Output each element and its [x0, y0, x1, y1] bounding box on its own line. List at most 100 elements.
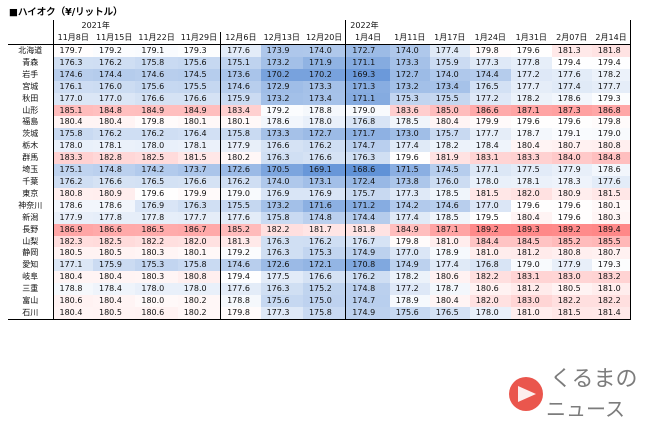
- price-cell: 176.4: [177, 128, 221, 141]
- table-row: 青森 176.3 176.2 175.8 175.6 175.1 173.2 171.9 171…: [8, 56, 632, 69]
- price-cell: 179.2: [93, 44, 136, 57]
- prefecture-name: 北海道: [18, 46, 43, 55]
- price-cell: 179.0: [591, 128, 632, 141]
- prefecture-name: 秋田: [22, 93, 39, 103]
- date-header: 12月13日: [260, 32, 303, 45]
- price-cell: 180.4: [93, 295, 136, 307]
- price-cell: 181.2: [510, 247, 552, 260]
- price-cell: 178.2: [389, 271, 430, 284]
- price-cell: 177.6: [591, 175, 632, 188]
- price-cell: 177.2: [389, 283, 430, 296]
- price-cell: 177.3: [260, 306, 303, 320]
- table-row: 岩手 174.6 174.4 174.6 174.5 173.6 170.2 170.2 169…: [8, 68, 632, 81]
- price-cell: 181.4: [591, 306, 632, 320]
- price-cell: 176.9: [260, 187, 303, 200]
- price-cell: 171.9: [302, 56, 346, 69]
- price-cell: 178.0: [469, 306, 511, 320]
- price-cell: 178.1: [177, 140, 221, 153]
- price-cell: 182.0: [469, 295, 511, 307]
- price-cell: 177.1: [469, 164, 511, 176]
- price-cell: 177.9: [220, 140, 261, 153]
- price-cell: 181.5: [551, 306, 592, 320]
- price-cell: 183.3: [510, 152, 552, 165]
- table-row: 石川 180.4 180.5 180.6 180.2 179.8 177.3 175.8 174…: [8, 306, 632, 320]
- price-cell: 182.2: [135, 235, 178, 248]
- price-cell: 180.8: [177, 271, 221, 284]
- price-cell: 179.6: [135, 187, 178, 200]
- table-row: 静岡 180.5 180.5 180.3 180.1 179.2 176.3 175.3 174…: [8, 247, 632, 260]
- price-cell: 180.4: [52, 271, 93, 284]
- price-cell: 174.8: [302, 211, 346, 224]
- table-row: 新潟 177.9 177.8 177.8 177.7 177.6 175.8 174.8 174…: [8, 211, 632, 224]
- price-cell: 170.2: [302, 68, 346, 81]
- prefecture-name: 山形: [22, 105, 39, 115]
- price-cell: 180.4: [93, 271, 136, 284]
- price-cell: 179.6: [389, 152, 430, 165]
- price-cell: 172.6: [220, 164, 261, 176]
- price-cell: 181.0: [510, 306, 552, 320]
- price-cell: 178.7: [510, 128, 552, 141]
- price-cell: 179.9: [177, 187, 221, 200]
- price-cell: 176.6: [260, 140, 303, 153]
- price-cell: 180.0: [135, 295, 178, 307]
- price-cell: 184.4: [469, 235, 511, 248]
- price-cell: 178.4: [469, 140, 511, 153]
- price-cell: 183.6: [389, 104, 430, 117]
- price-cell: 174.5: [429, 164, 470, 176]
- table-title: ■ハイオク（¥/リットル）: [9, 7, 123, 18]
- prefecture-name: 三重: [22, 284, 39, 294]
- price-cell: 176.3: [260, 247, 303, 260]
- price-cell: 186.8: [591, 104, 632, 117]
- table-row: 三重 178.8 178.4 178.0 178.0 177.6 176.3 175.2 174…: [8, 283, 632, 296]
- price-cell: 176.2: [93, 56, 136, 69]
- price-cell: 180.6: [52, 295, 93, 307]
- price-cell: 176.6: [177, 175, 221, 188]
- price-cell: 173.9: [260, 44, 303, 57]
- table-row: 北海道 179.7 179.2 179.1 179.3 177.6 173.9 174.0 17…: [8, 44, 632, 57]
- price-cell: 172.6: [260, 259, 303, 272]
- prefecture-name: 神奈川: [18, 200, 43, 210]
- price-cell: 187.3: [551, 104, 592, 117]
- price-cell: 179.8: [469, 44, 511, 57]
- price-cell: 189.2: [469, 223, 511, 236]
- price-cell: 174.4: [345, 211, 390, 224]
- table-row: 秋田 177.0 177.0 176.6 176.6 175.9 173.2 173.4 171…: [8, 92, 632, 105]
- price-cell: 175.8: [260, 211, 303, 224]
- prefecture-name: 群馬: [22, 153, 39, 163]
- price-cell: 176.6: [302, 271, 346, 284]
- price-cell: 184.0: [551, 152, 592, 165]
- table-row: 群馬 183.3 182.8 182.5 181.5 180.2 176.3 176.6 176…: [8, 152, 632, 165]
- price-cell: 180.7: [591, 247, 632, 260]
- price-cell: 180.3: [135, 247, 178, 260]
- date-header: 1月24日: [469, 32, 511, 45]
- price-cell: 185.2: [220, 223, 261, 236]
- price-cell: 177.7: [469, 128, 511, 141]
- price-cell: 179.9: [469, 116, 511, 129]
- price-cell: 178.6: [591, 164, 632, 176]
- price-cell: 181.9: [429, 152, 470, 165]
- price-cell: 176.6: [135, 92, 178, 105]
- prefecture-name: 新潟: [22, 212, 39, 222]
- date-header: 11月22日: [135, 32, 178, 45]
- price-cell: 170.8: [345, 259, 390, 272]
- price-cell: 185.0: [429, 104, 470, 117]
- price-cell: 177.5: [510, 164, 552, 176]
- price-cell: 177.9: [52, 211, 93, 224]
- price-cell: 180.5: [52, 247, 93, 260]
- price-cell: 173.1: [302, 175, 346, 188]
- date-header: 1月4日: [345, 32, 390, 45]
- price-cell: 174.5: [177, 68, 221, 81]
- price-cell: 176.5: [469, 80, 511, 93]
- date-header: 11月15日: [93, 32, 136, 45]
- price-cell: 180.2: [177, 306, 221, 320]
- price-cell: 177.4: [389, 211, 430, 224]
- price-cell: 176.2: [345, 271, 390, 284]
- price-cell: 173.3: [260, 128, 303, 141]
- price-cell: 180.9: [551, 187, 592, 200]
- price-cell: 175.6: [135, 80, 178, 93]
- price-cell: 178.4: [93, 283, 136, 296]
- price-cell: 175.9: [93, 259, 136, 272]
- price-cell: 189.3: [510, 223, 552, 236]
- price-cell: 176.3: [260, 152, 303, 165]
- price-cell: 174.7: [345, 295, 390, 307]
